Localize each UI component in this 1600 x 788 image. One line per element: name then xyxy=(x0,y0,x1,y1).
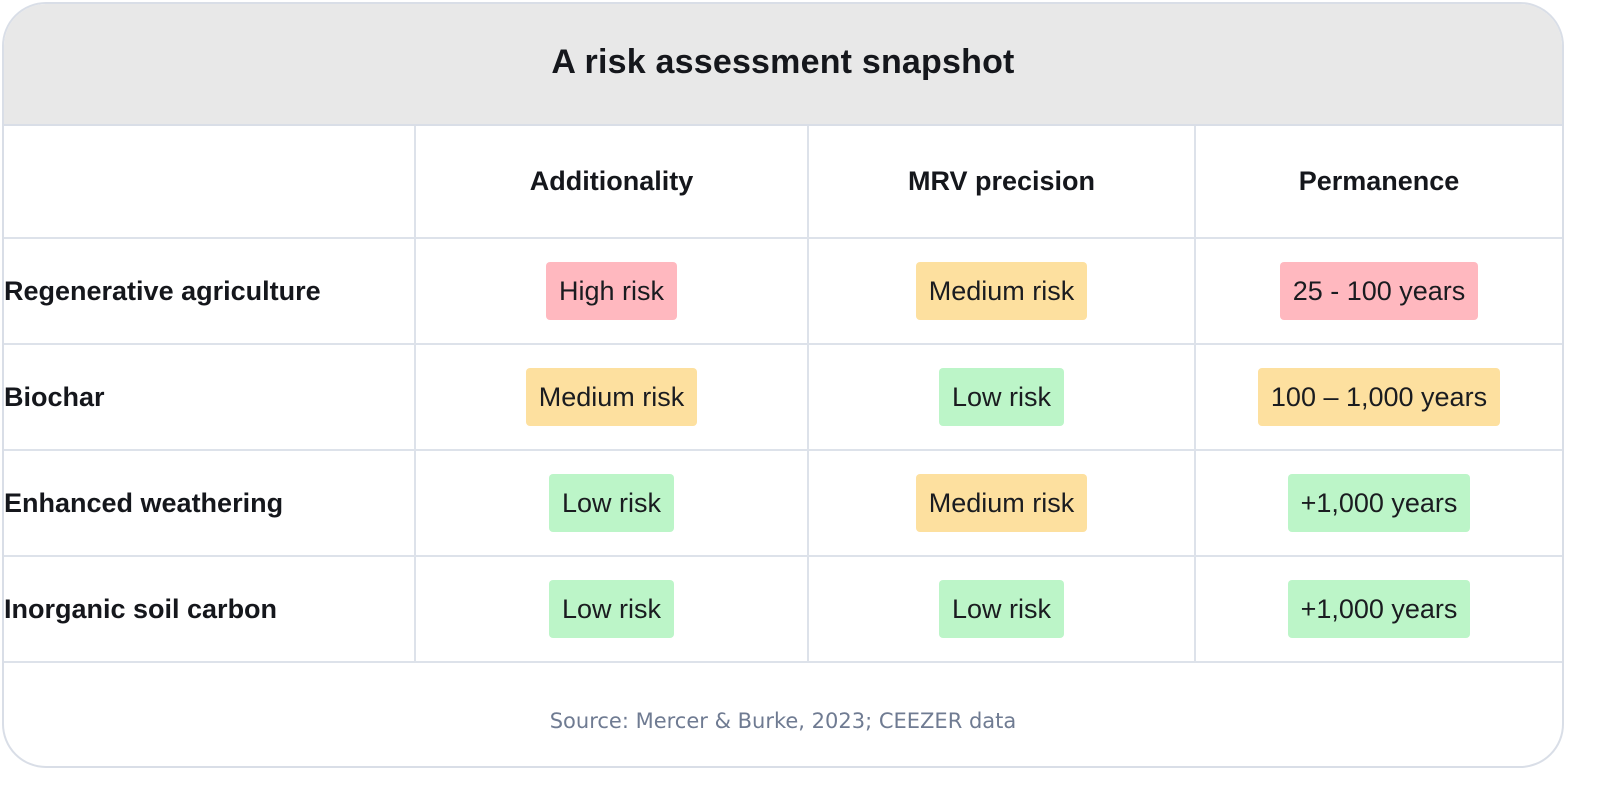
source-note: Source: Mercer & Burke, 2023; CEEZER dat… xyxy=(549,709,1017,733)
column-header-mrv-precision: MRV precision xyxy=(808,126,1196,239)
risk-badge: Medium risk xyxy=(915,262,1088,320)
table-cell: Low risk xyxy=(808,556,1196,663)
column-header-permanence: Permanence xyxy=(1195,126,1562,239)
card-header: A risk assessment snapshot xyxy=(4,4,1562,126)
row-label: Biochar xyxy=(4,344,416,451)
table-cell: Low risk xyxy=(808,344,1196,451)
risk-table: Additionality MRV precision Permanence R… xyxy=(4,126,1562,663)
corner-cell xyxy=(4,126,416,239)
table-cell: Low risk xyxy=(415,556,809,663)
risk-badge: Low risk xyxy=(938,580,1065,638)
table-cell: +1,000 years xyxy=(1195,556,1562,663)
header-row: Additionality MRV precision Permanence xyxy=(4,126,1562,239)
risk-assessment-card: A risk assessment snapshot Additionality… xyxy=(2,2,1564,768)
column-header-additionality: Additionality xyxy=(415,126,809,239)
permanence-badge: 25 - 100 years xyxy=(1279,262,1479,320)
table-cell: Medium risk xyxy=(808,450,1196,557)
risk-badge: Low risk xyxy=(938,368,1065,426)
risk-badge: Low risk xyxy=(548,580,675,638)
table-cell: Low risk xyxy=(415,450,809,557)
table-row: Biochar Medium risk Low risk 100 – 1,000… xyxy=(4,344,1562,451)
table-cell: 25 - 100 years xyxy=(1195,238,1562,345)
permanence-badge: 100 – 1,000 years xyxy=(1257,368,1501,426)
table-row: Inorganic soil carbon Low risk Low risk … xyxy=(4,556,1562,663)
table-row: Regenerative agriculture High risk Mediu… xyxy=(4,238,1562,345)
table-row: Enhanced weathering Low risk Medium risk… xyxy=(4,450,1562,557)
card-title: A risk assessment snapshot xyxy=(551,42,1015,81)
table-cell: High risk xyxy=(415,238,809,345)
card-footer: Source: Mercer & Burke, 2023; CEEZER dat… xyxy=(4,663,1562,766)
table-cell: Medium risk xyxy=(808,238,1196,345)
table-cell: Medium risk xyxy=(415,344,809,451)
permanence-badge: +1,000 years xyxy=(1287,474,1471,532)
risk-badge: Medium risk xyxy=(525,368,698,426)
table-cell: 100 – 1,000 years xyxy=(1195,344,1562,451)
table-cell: +1,000 years xyxy=(1195,450,1562,557)
permanence-badge: +1,000 years xyxy=(1287,580,1471,638)
risk-badge: Low risk xyxy=(548,474,675,532)
risk-badge: Medium risk xyxy=(915,474,1088,532)
row-label: Enhanced weathering xyxy=(4,450,416,557)
risk-badge: High risk xyxy=(545,262,678,320)
row-label: Regenerative agriculture xyxy=(4,238,416,345)
row-label: Inorganic soil carbon xyxy=(4,556,416,663)
